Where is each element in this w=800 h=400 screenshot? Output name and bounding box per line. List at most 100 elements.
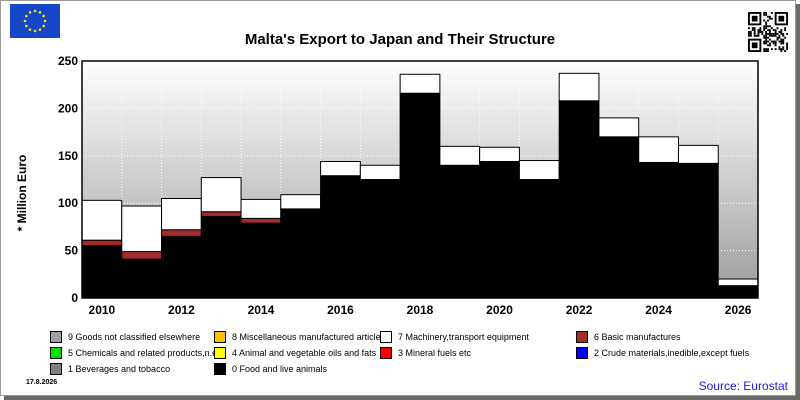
x-tick-label: 2020 (486, 303, 513, 317)
bar-segment (359, 179, 401, 299)
bar-segment (121, 251, 163, 260)
qr-module (780, 32, 783, 35)
qr-module (768, 29, 771, 32)
qr-module (757, 29, 760, 32)
qr-module (770, 34, 773, 37)
qr-module (778, 46, 781, 49)
flag-star (38, 28, 42, 31)
qr-module (776, 36, 779, 39)
y-tick-label: 0 (71, 291, 78, 305)
qr-code-icon (748, 12, 788, 52)
bar-segment (200, 177, 242, 213)
bar-segment (81, 239, 123, 247)
qr-module (778, 36, 781, 39)
y-tick-label: 50 (65, 244, 79, 258)
qr-module (784, 50, 787, 52)
qr-finder-core (778, 15, 785, 22)
qr-module (776, 27, 779, 30)
qr-module (782, 38, 785, 41)
chart-title: Malta's Export to Japan and Their Struct… (244, 31, 556, 48)
qr-module (765, 32, 768, 35)
x-tick-label: 2024 (645, 303, 672, 317)
qr-module (784, 29, 787, 32)
qr-module (774, 32, 777, 35)
bar-segment (161, 229, 202, 237)
qr-module (765, 48, 768, 51)
qr-module (780, 38, 783, 41)
legend-item: 0 Food and live animals (214, 363, 327, 377)
legend-item: 5 Chemicals and related products,n.e.s. (50, 347, 227, 361)
plot-border (81, 60, 759, 299)
qr-module (751, 27, 754, 30)
qr-module (772, 42, 775, 45)
flag-star (25, 24, 28, 28)
bar-segment (280, 209, 322, 299)
qr-module (774, 34, 777, 37)
flag-star (33, 9, 37, 13)
bar-segment (359, 164, 401, 180)
qr-module (786, 32, 788, 35)
bar-segment (121, 258, 163, 299)
qr-module (767, 15, 769, 18)
qr-module (780, 29, 783, 32)
qr-module (765, 27, 768, 30)
qr-module (782, 42, 785, 45)
qr-module (768, 31, 771, 33)
qr-module (748, 27, 750, 30)
qr-module (757, 34, 760, 37)
qr-module (772, 32, 775, 35)
legend-swatch (576, 331, 588, 343)
qr-module (765, 21, 768, 24)
flag-star (25, 14, 28, 18)
qr-module (763, 34, 766, 37)
date-stamp: 17.8.2026 (26, 379, 58, 386)
qr-module (768, 17, 771, 20)
qr-module (784, 27, 787, 30)
bar-segment (518, 179, 560, 299)
qr-module (748, 34, 750, 37)
bar-segment (598, 136, 640, 299)
flag-star (42, 24, 45, 28)
qr-module (780, 48, 783, 51)
qr-module (776, 32, 779, 35)
legend-swatch (214, 331, 226, 343)
qr-module (765, 23, 768, 26)
qr-module (767, 36, 769, 39)
qr-module (759, 29, 762, 32)
bar-segment (200, 211, 242, 217)
bar-segment (518, 160, 560, 180)
qr-module (765, 50, 768, 52)
qr-module (774, 40, 777, 43)
qr-module (748, 31, 750, 33)
source-link[interactable]: Source: Eurostat (698, 379, 788, 393)
qr-module (770, 27, 773, 30)
bar-segment (280, 194, 322, 210)
qr-module (767, 50, 769, 52)
qr-module (770, 32, 773, 35)
qr-finder-core (751, 15, 758, 22)
qr-module (780, 40, 783, 43)
qr-module (753, 32, 756, 35)
qr-module (772, 40, 775, 43)
qr-module (774, 29, 777, 32)
qr-module (786, 46, 788, 49)
bar-segment (558, 100, 600, 299)
flag-star (28, 11, 32, 14)
x-tick-label: 2012 (168, 303, 195, 317)
qr-module (774, 48, 777, 51)
qr-module (774, 31, 777, 33)
qr-module (780, 42, 783, 45)
qr-module (768, 34, 771, 37)
qr-module (765, 40, 768, 43)
legend-item: 6 Basic manufactures (576, 331, 681, 345)
qr-module (753, 31, 756, 33)
qr-module (774, 44, 777, 47)
qr-module (774, 42, 777, 45)
qr-module (770, 48, 773, 51)
bar-segment (161, 235, 202, 299)
legend-item: 2 Crude materials,inedible,except fuels (576, 347, 749, 361)
qr-module (753, 34, 756, 37)
qr-module (770, 12, 773, 14)
qr-module (761, 31, 764, 33)
bar-segment (598, 117, 640, 138)
